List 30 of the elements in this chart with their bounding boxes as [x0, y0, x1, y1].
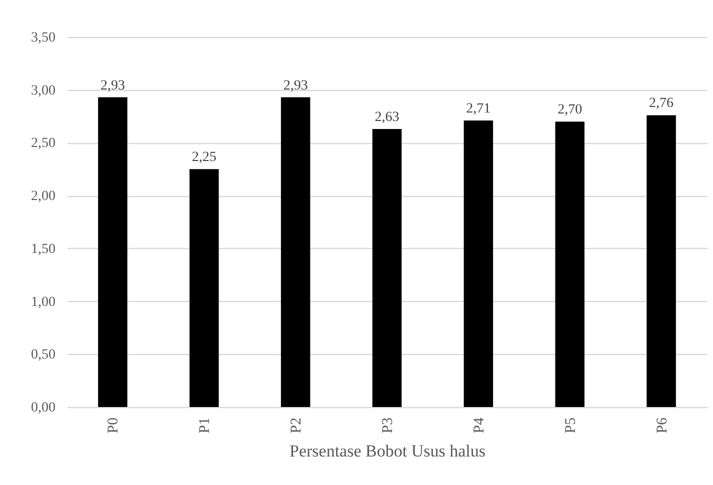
bar — [98, 97, 128, 407]
data-label: 2,93 — [283, 78, 308, 94]
data-label: 2,93 — [100, 78, 125, 94]
x-tick-label: P3 — [380, 418, 396, 434]
y-tick-label: 3,50 — [31, 30, 56, 46]
x-tick-label: P1 — [197, 418, 214, 434]
data-label: 2,71 — [466, 102, 491, 117]
y-tick-label: 0,00 — [31, 400, 56, 416]
bar — [280, 97, 310, 407]
data-label: 2,70 — [558, 102, 582, 118]
x-tick-label: P5 — [562, 418, 579, 434]
bar — [464, 120, 494, 407]
bar — [646, 115, 676, 407]
data-label: 2,25 — [192, 150, 216, 166]
x-tick-label: P2 — [288, 418, 305, 434]
x-tick-label: P6 — [654, 417, 670, 434]
y-tick-label: 1,00 — [31, 294, 56, 310]
data-label: 2,76 — [649, 96, 674, 112]
x-axis-title: Persentase Bobot Usus halus — [290, 441, 486, 460]
x-tick-label: P4 — [471, 417, 488, 434]
data-label: 2,63 — [374, 110, 400, 125]
y-tick-label: 3,00 — [31, 83, 56, 98]
y-tick-label: 2,00 — [31, 189, 56, 204]
bar — [372, 128, 402, 407]
bar — [190, 169, 219, 407]
y-tick-label: 2,50 — [31, 136, 56, 152]
x-tick-label: P0 — [106, 418, 122, 434]
y-tick-label: 0,50 — [31, 348, 56, 363]
bar — [555, 122, 584, 407]
y-tick-label: 1,50 — [31, 242, 56, 257]
